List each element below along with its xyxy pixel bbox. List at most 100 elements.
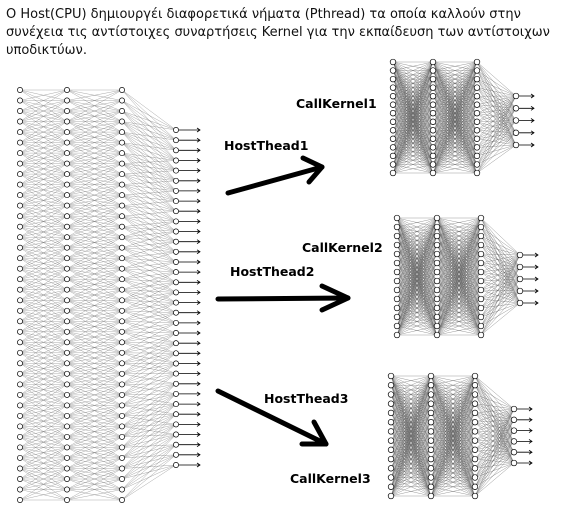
neuron-node bbox=[17, 433, 23, 440]
neuron-node bbox=[516, 275, 524, 283]
neuron-node bbox=[387, 409, 395, 417]
neuron-node bbox=[64, 444, 70, 451]
neuron-node bbox=[173, 370, 179, 377]
neuron-node bbox=[473, 127, 481, 134]
neuron-node bbox=[387, 465, 395, 472]
neuron-node bbox=[119, 244, 125, 251]
neuron-node bbox=[471, 483, 479, 490]
neuron-node bbox=[17, 423, 23, 430]
neuron-node bbox=[429, 135, 437, 142]
neuron-node bbox=[17, 255, 23, 262]
neuron-node bbox=[389, 127, 397, 134]
neuron-node bbox=[471, 492, 479, 500]
neuron-node bbox=[477, 268, 485, 276]
callkernel3-label: CallKernel3 bbox=[290, 471, 371, 486]
neuron-node bbox=[119, 370, 125, 377]
neuron-node bbox=[173, 431, 179, 438]
neuron-node bbox=[119, 171, 125, 178]
neuron-node bbox=[471, 391, 479, 398]
neuron-node bbox=[64, 297, 70, 304]
neuron-node bbox=[64, 339, 70, 346]
neuron-node bbox=[433, 286, 441, 294]
neuron-node bbox=[512, 105, 520, 112]
neuron-node bbox=[64, 87, 70, 93]
neuron-node bbox=[173, 319, 179, 326]
neuron-node bbox=[427, 382, 435, 389]
neuron-node bbox=[473, 93, 481, 100]
neuron-node bbox=[387, 372, 395, 380]
neuron-node bbox=[510, 416, 518, 423]
neuron-node bbox=[173, 147, 179, 154]
neuron-node bbox=[387, 382, 395, 389]
neuron-node bbox=[512, 117, 520, 124]
neuron-node bbox=[471, 419, 479, 426]
neuron-node bbox=[119, 318, 125, 325]
neuron-node bbox=[119, 234, 125, 241]
neuron-node bbox=[173, 330, 179, 336]
neuron-node bbox=[471, 372, 479, 380]
neuron-node bbox=[477, 286, 485, 294]
neuron-node bbox=[173, 198, 179, 205]
neuron-node bbox=[17, 412, 23, 419]
neuron-node bbox=[393, 214, 401, 222]
neuron-node bbox=[473, 84, 481, 91]
neuron-node bbox=[393, 259, 401, 267]
neuron-node bbox=[173, 411, 179, 418]
neuron-node bbox=[477, 304, 485, 312]
neuron-node bbox=[119, 476, 125, 482]
neuron-node bbox=[429, 118, 437, 125]
neuron-node bbox=[393, 232, 401, 240]
neuron-node bbox=[17, 349, 23, 356]
neuron-node bbox=[477, 322, 485, 330]
neuron-node bbox=[473, 144, 481, 151]
neuron-node bbox=[393, 286, 401, 294]
network-connections bbox=[390, 375, 515, 497]
subnetwork-2 bbox=[393, 214, 539, 339]
neuron-node bbox=[17, 297, 23, 304]
neuron-node bbox=[387, 492, 395, 500]
neuron-node bbox=[471, 474, 479, 481]
neuron-node bbox=[173, 451, 179, 458]
neuron-node bbox=[389, 110, 397, 117]
hostthread2-label: HostThead2 bbox=[230, 264, 315, 279]
neuron-node bbox=[393, 304, 401, 312]
neuron-node bbox=[119, 339, 125, 346]
neuron-node bbox=[389, 75, 397, 83]
neuron-node bbox=[173, 137, 179, 144]
neuron-node bbox=[393, 295, 401, 303]
neuron-node bbox=[119, 286, 125, 293]
neuron-node bbox=[477, 232, 485, 240]
neuron-node bbox=[119, 265, 125, 272]
neuron-node bbox=[64, 171, 70, 178]
neuron-node bbox=[17, 444, 23, 451]
neuron-node bbox=[477, 313, 485, 321]
neuron-node bbox=[473, 135, 481, 142]
neuron-node bbox=[516, 263, 524, 271]
neuron-node bbox=[119, 87, 125, 93]
neuron-node bbox=[389, 58, 397, 66]
neuron-node bbox=[389, 161, 397, 168]
callkernel1-label: CallKernel1 bbox=[296, 96, 377, 111]
neuron-node bbox=[17, 181, 23, 188]
neuron-node bbox=[119, 223, 125, 230]
neuron-node bbox=[17, 339, 23, 346]
neuron-node bbox=[433, 295, 441, 303]
neuron-node bbox=[17, 213, 23, 220]
neuron-node bbox=[433, 277, 441, 285]
neuron-node bbox=[119, 465, 125, 472]
neuron-node bbox=[64, 118, 70, 125]
neuron-node bbox=[429, 67, 437, 74]
neuron-node bbox=[433, 250, 441, 258]
neuron-node bbox=[64, 307, 70, 314]
neuron-node bbox=[427, 492, 435, 500]
neuron-node bbox=[516, 287, 524, 295]
neuron-node bbox=[471, 409, 479, 417]
neuron-node bbox=[119, 423, 125, 430]
neuron-node bbox=[119, 444, 125, 451]
neuron-node bbox=[427, 419, 435, 426]
neuron-node bbox=[429, 101, 437, 108]
neuron-node bbox=[173, 289, 179, 296]
neuron-node bbox=[64, 497, 70, 503]
neuron-node bbox=[387, 400, 395, 407]
